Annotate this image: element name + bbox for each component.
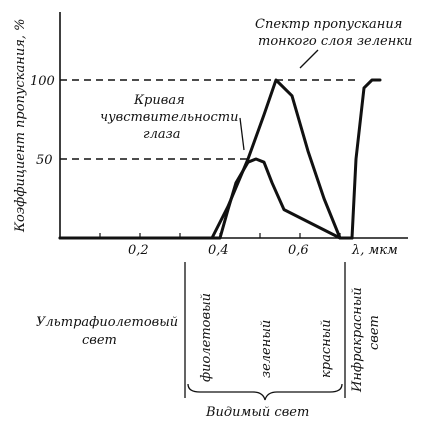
- eye-annotation-leader: [239, 117, 245, 151]
- green-label: зеленый: [259, 320, 274, 378]
- eye-annotation-line2: чувствительности: [100, 110, 239, 125]
- x-axis-label: λ, мкм: [351, 243, 398, 258]
- x-tick-label-0.2: 0,2: [128, 243, 149, 258]
- transmission-annotation-line2: тонкого слоя зеленки: [258, 34, 412, 49]
- ultraviolet-label-line1: Ультрафиолетовый: [36, 315, 178, 330]
- visible-range-brace: [187, 383, 343, 401]
- eye-sensitivity-curve: [58, 157, 354, 240]
- y-tick-label-100: 100: [30, 74, 55, 89]
- y-tick-label-50: 50: [36, 153, 53, 168]
- infrared-label-line2: свет: [367, 315, 382, 350]
- violet-label: фиолетовый: [199, 293, 214, 382]
- ultraviolet-label-line2: свет: [82, 333, 117, 348]
- transmission-annotation-line1: Спектр пропускания: [255, 17, 402, 32]
- x-tick-label-0.6: 0,6: [288, 243, 309, 258]
- infrared-label-line1: Инфракрасный: [350, 287, 365, 393]
- eye-annotation-line3: глаза: [143, 127, 180, 142]
- transmission-curve: [58, 78, 382, 240]
- y-axis-label: Коэффициент пропускания, %: [13, 19, 28, 233]
- eye-annotation-line1: Кривая: [133, 93, 185, 108]
- x-tick-label-0.4: 0,4: [208, 243, 229, 258]
- red-label: красный: [319, 319, 334, 378]
- visible-light-label: Видимый свет: [205, 405, 309, 420]
- transmission-annotation-leader: [299, 49, 319, 69]
